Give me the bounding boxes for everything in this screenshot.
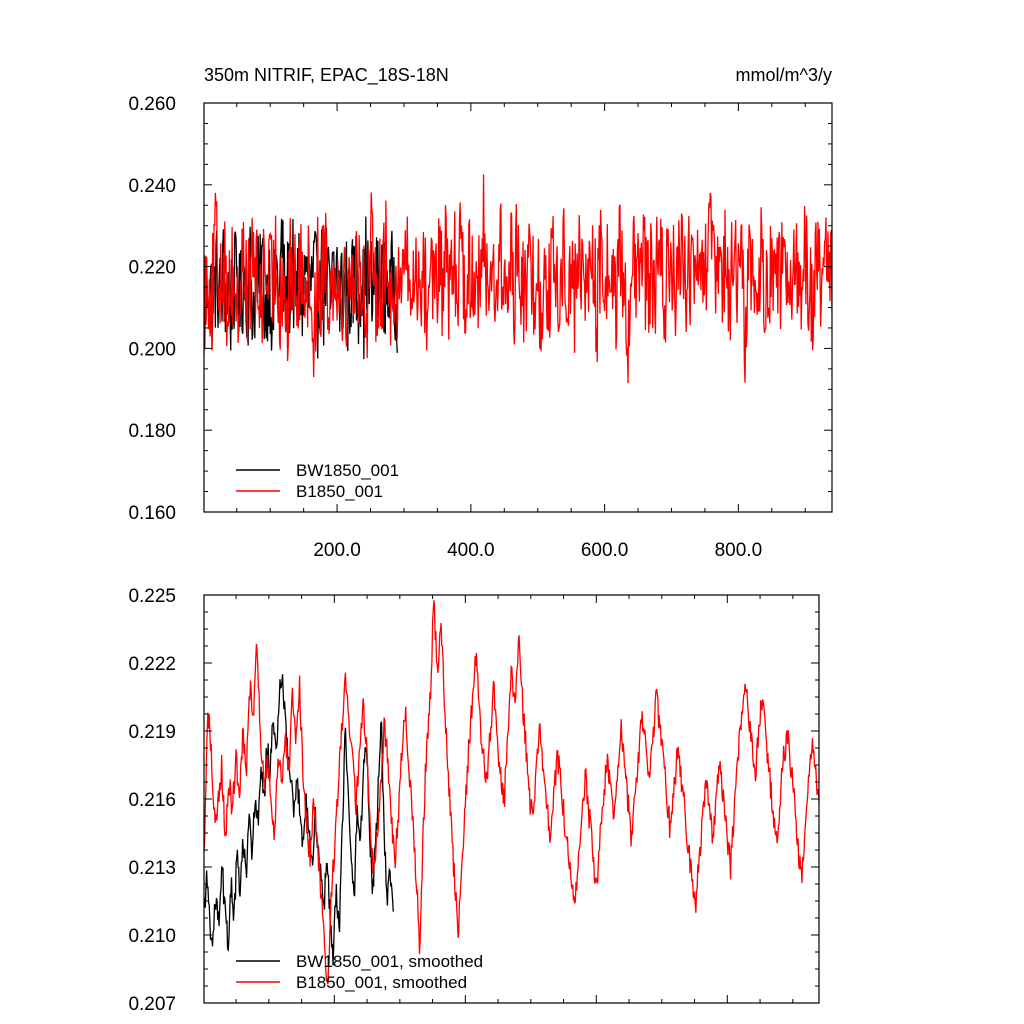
y-tick-label: 0.222 xyxy=(128,654,176,675)
series-line-bw1850-001-smoothed xyxy=(204,674,394,966)
bottom-panel: 0.207 0.210 0.213 0.216 0.219 0.222 0.225 BW185… xyxy=(128,586,820,1015)
units-label: mmol/m^3/y xyxy=(736,65,832,85)
y-tick-label: 0.225 xyxy=(128,586,176,607)
legend-label: B1850_001, smoothed xyxy=(296,973,467,992)
legend-label: B1850_001 xyxy=(296,482,383,501)
y-tick-label: 0.207 xyxy=(128,994,176,1015)
y-tick-label: 0.160 xyxy=(128,503,176,524)
y-tick-label: 0.210 xyxy=(128,926,176,947)
y-tick-label: 0.240 xyxy=(128,176,176,197)
x-tick-label: 600.0 xyxy=(581,540,629,561)
y-tick-label: 0.213 xyxy=(128,858,176,879)
y-tick-label: 0.220 xyxy=(128,258,176,279)
top-panel: 0.160 0.180 0.200 0.220 0.240 0.260 200.0 400.0… xyxy=(128,94,833,561)
y-tick-label: 0.200 xyxy=(128,339,176,360)
legend-label: BW1850_001 xyxy=(296,461,399,480)
y-tick-label: 0.216 xyxy=(128,790,176,811)
y-tick-label: 0.260 xyxy=(128,94,176,115)
legend-label: BW1850_001, smoothed xyxy=(296,952,483,971)
x-tick-label: 200.0 xyxy=(313,540,361,561)
series-line-bw1850-001 xyxy=(204,216,398,360)
y-tick-label: 0.219 xyxy=(128,722,176,743)
x-tick-label: 400.0 xyxy=(447,540,495,561)
x-tick-label: 800.0 xyxy=(715,540,763,561)
chart-title: 350m NITRIF, EPAC_18S-18N xyxy=(204,65,449,86)
series-line-b1850-001 xyxy=(204,174,832,384)
y-tick-label: 0.180 xyxy=(128,421,176,442)
series-line-b1850-001-smoothed xyxy=(204,600,819,985)
